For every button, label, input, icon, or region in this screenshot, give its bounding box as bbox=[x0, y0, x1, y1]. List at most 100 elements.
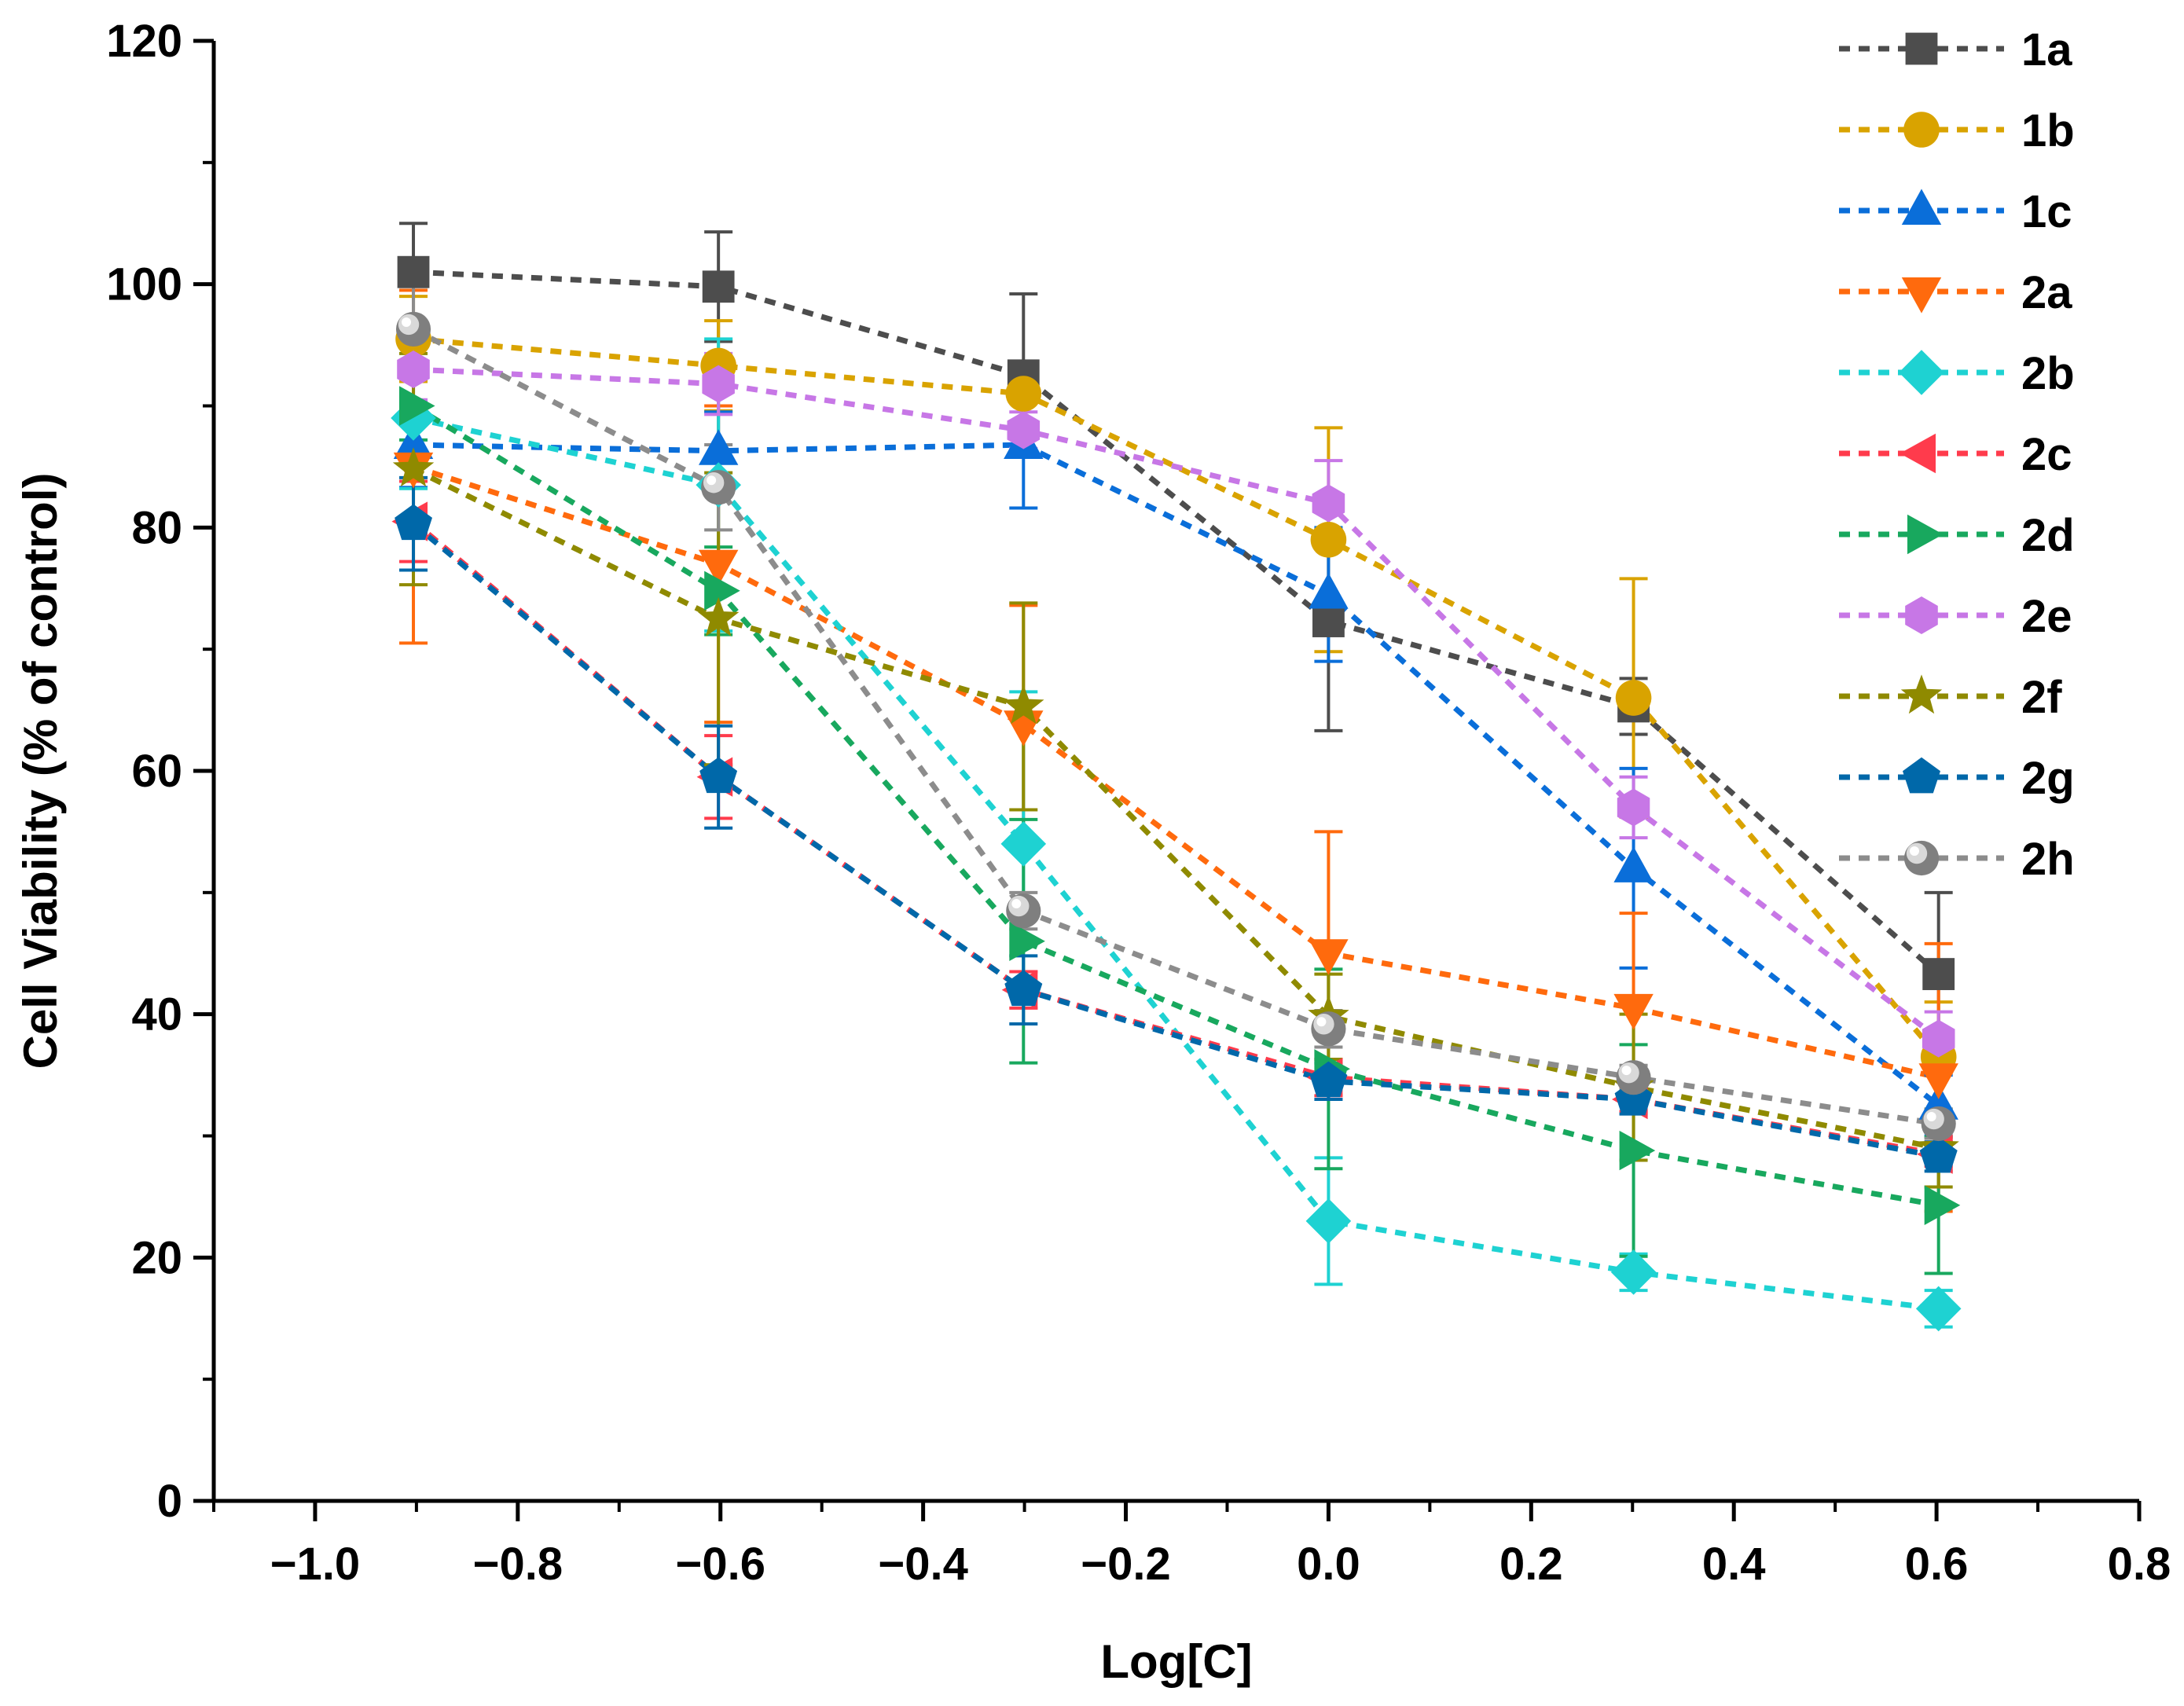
series-line-2h bbox=[412, 326, 1940, 1127]
legend-marker-2d bbox=[1907, 514, 1944, 555]
marker-sphere-shine bbox=[402, 317, 412, 327]
data-point-2h bbox=[1921, 1106, 1956, 1142]
y-axis-title: Cell Viability (% of control) bbox=[14, 473, 67, 1069]
data-point-1b bbox=[1615, 680, 1652, 716]
data-point-2g bbox=[395, 504, 432, 541]
data-point-1a bbox=[1312, 605, 1345, 637]
marker-sphere-shine bbox=[1926, 1112, 1936, 1122]
legend-label-1c: 1c bbox=[2021, 186, 2072, 237]
data-point-1c bbox=[1309, 572, 1349, 609]
series-line-2e bbox=[413, 366, 1940, 1041]
legend-marker-2f bbox=[1900, 674, 1943, 714]
legend-marker-1c bbox=[1901, 189, 1942, 225]
data-point-2a bbox=[1613, 993, 1654, 1030]
legend-marker-2h bbox=[1903, 840, 1940, 876]
y-tick-label: 20 bbox=[131, 1232, 182, 1283]
series-markers bbox=[391, 255, 1962, 1332]
x-tick-label: 0.8 bbox=[2108, 1539, 2171, 1590]
data-point-2f bbox=[697, 596, 740, 637]
data-point-2h bbox=[1006, 893, 1041, 929]
legend-marker-1a bbox=[1905, 32, 1938, 65]
legend-label-2f: 2f bbox=[2021, 672, 2062, 723]
data-point-2h bbox=[395, 311, 431, 347]
legend-marker-2b bbox=[1899, 350, 1944, 395]
data-point-2g bbox=[1919, 1136, 1958, 1173]
y-tick-label: 0 bbox=[157, 1476, 182, 1527]
legend-label-1a: 1a bbox=[2021, 24, 2072, 75]
legend-label-2a: 2a bbox=[2021, 267, 2072, 318]
data-point-2e bbox=[1007, 411, 1041, 449]
x-tick-label: 0.2 bbox=[1499, 1539, 1563, 1590]
x-tick-label: 0.6 bbox=[1905, 1539, 1969, 1590]
marker-sphere-shine bbox=[1011, 899, 1022, 909]
data-point-2g bbox=[699, 757, 738, 794]
data-point-1b bbox=[1005, 376, 1042, 412]
legend-label-2d: 2d bbox=[2021, 510, 2075, 561]
legend: 1a 1b 1c 2a 2b 2c 2d 2e 2f 2g 2h bbox=[1839, 24, 2075, 885]
series-line-2d bbox=[412, 403, 1940, 1209]
data-point-2h bbox=[701, 470, 736, 505]
x-tick-label: −0.2 bbox=[1081, 1539, 1171, 1590]
y-tick-label: 40 bbox=[131, 989, 182, 1040]
legend-label-2c: 2c bbox=[2021, 429, 2072, 480]
data-point-2d bbox=[704, 571, 740, 611]
data-point-2e bbox=[1312, 484, 1345, 523]
x-tick-label: −0.4 bbox=[878, 1539, 968, 1590]
data-point-2g bbox=[1004, 970, 1043, 1007]
legend-label-2g: 2g bbox=[2021, 753, 2075, 804]
x-tick-label: 0.0 bbox=[1297, 1539, 1360, 1590]
x-tick-label: −0.8 bbox=[473, 1539, 563, 1590]
y-tick-label: 100 bbox=[106, 259, 182, 310]
legend-label-2h: 2h bbox=[2021, 834, 2075, 885]
data-point-2d bbox=[1009, 921, 1045, 961]
series-line-2g bbox=[411, 521, 1940, 1160]
legend-marker-2e bbox=[1905, 596, 1938, 634]
x-tick-label: 0.4 bbox=[1702, 1539, 1766, 1590]
data-point-2e bbox=[1617, 788, 1650, 827]
legend-label-2b: 2b bbox=[2021, 348, 2075, 399]
data-point-2d bbox=[399, 386, 435, 426]
data-point-2b bbox=[1915, 1286, 1962, 1332]
data-point-2a bbox=[699, 549, 739, 586]
series-line-2f bbox=[412, 466, 1940, 1151]
data-point-1b bbox=[1310, 522, 1347, 558]
y-tick-label: 80 bbox=[131, 502, 182, 553]
marker-sphere-shine bbox=[707, 475, 717, 486]
legend-marker-2g bbox=[1903, 757, 1940, 794]
y-tick-label: 120 bbox=[106, 16, 182, 67]
legend-label-1b: 1b bbox=[2021, 105, 2075, 156]
data-point-1a bbox=[1922, 958, 1955, 990]
x-tick-label: −1.0 bbox=[270, 1539, 361, 1590]
marker-sphere-shine bbox=[1621, 1066, 1632, 1076]
data-point-1c bbox=[393, 423, 434, 459]
data-point-2e bbox=[1922, 1019, 1955, 1058]
series-line-2a bbox=[412, 464, 1940, 1080]
legend-marker-2a bbox=[1901, 277, 1942, 314]
series-line-1a bbox=[413, 269, 1940, 977]
data-point-2a bbox=[1918, 1063, 1958, 1099]
marker-sphere-shine bbox=[1316, 1017, 1327, 1027]
x-axis-title: Log[C] bbox=[1100, 1635, 1252, 1688]
axes: −1.0 −0.8 −0.6 −0.4 −0.2 0.0 0.2 0.4 0.6 0.8 0 20 40… bbox=[106, 16, 2171, 1590]
legend-marker-2c bbox=[1900, 433, 1936, 474]
data-point-2a bbox=[1309, 939, 1349, 975]
legend-marker-1b bbox=[1903, 112, 1940, 148]
marker-sphere-shine bbox=[1910, 846, 1919, 856]
data-point-2g bbox=[1309, 1061, 1348, 1098]
data-point-2f bbox=[1003, 684, 1044, 725]
data-point-1c bbox=[699, 429, 739, 465]
data-point-2e bbox=[397, 350, 430, 388]
series-lines bbox=[411, 269, 1941, 1312]
data-point-2f bbox=[392, 447, 435, 487]
data-point-1a bbox=[397, 255, 430, 288]
y-tick-label: 60 bbox=[131, 746, 182, 797]
data-point-2b bbox=[391, 395, 436, 441]
data-point-2b bbox=[1305, 1198, 1352, 1244]
data-point-2d bbox=[1619, 1130, 1656, 1171]
legend-label-2e: 2e bbox=[2021, 591, 2072, 642]
data-point-2b bbox=[1610, 1249, 1657, 1295]
x-tick-label: −0.6 bbox=[675, 1539, 765, 1590]
